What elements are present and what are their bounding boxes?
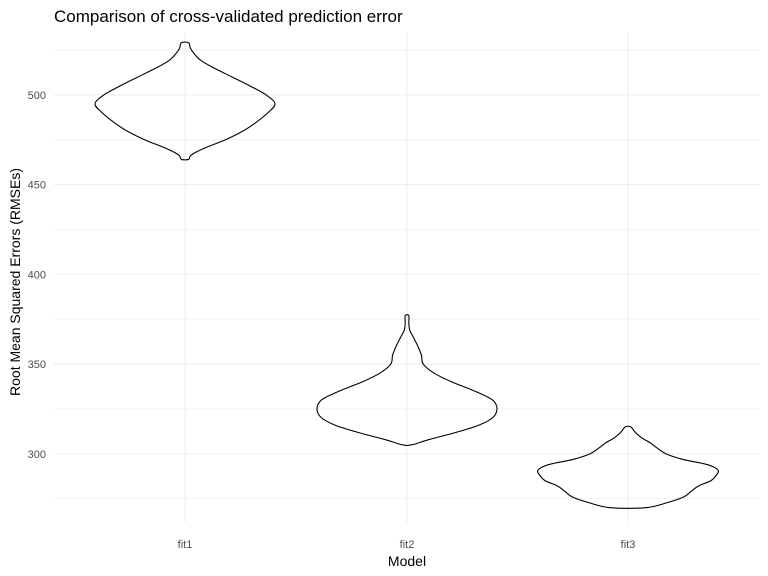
violin-fit2 [316,314,498,447]
major-grid [54,32,760,522]
y-tick-label: 400 [28,269,46,281]
y-tick-label: 450 [28,180,46,192]
x-tick-label: fit1 [178,539,193,551]
y-axis-title: Root Mean Squared Errors (RMSEs) [7,168,23,396]
y-tick-label: 500 [28,90,46,102]
violin-layer [94,41,720,509]
violin-fit1 [94,41,276,161]
x-axis-title: Model [388,553,426,569]
y-tick-label: 350 [28,359,46,371]
y-axis-ticks: 300 350 400 450 500 [28,90,46,461]
x-axis-ticks: fit1 fit2 fit3 [178,539,636,551]
x-tick-label: fit3 [621,539,636,551]
violin-fit3 [536,425,720,509]
x-tick-label: fit2 [400,539,415,551]
y-tick-label: 300 [28,449,46,461]
chart-title: Comparison of cross-validated prediction… [54,7,403,26]
